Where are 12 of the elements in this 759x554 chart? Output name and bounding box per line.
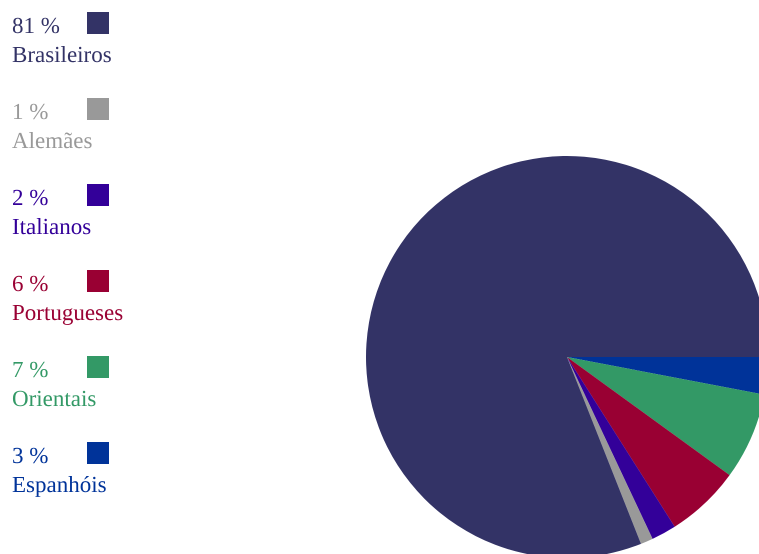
data-label: 6 % <box>12 271 48 296</box>
legend-label: Espanhóis <box>12 472 107 497</box>
data-label: 81 % <box>12 13 60 38</box>
legend-label: Alemães <box>12 128 93 153</box>
legend-label: Portugueses <box>12 300 124 325</box>
legend-label: Italianos <box>12 214 92 239</box>
data-label: 1 % <box>12 99 48 124</box>
data-label: 3 % <box>12 443 48 468</box>
legend-label: Orientais <box>12 386 96 411</box>
data-label: 7 % <box>12 357 48 382</box>
data-label: 2 % <box>12 185 48 210</box>
legend-label: Brasileiros <box>12 42 112 67</box>
